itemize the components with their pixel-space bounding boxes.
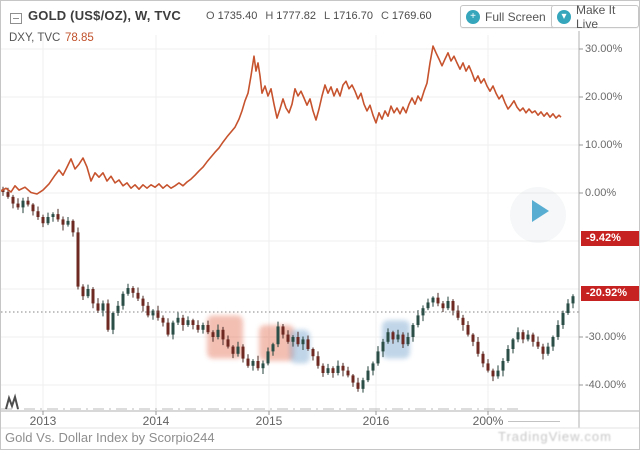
x-axis-label: 2014 xyxy=(142,414,170,428)
make-it-live-button-label: Make It Live xyxy=(576,2,616,31)
y-axis-label: 20.00% xyxy=(585,90,623,103)
time-scale[interactable] xyxy=(1,411,579,428)
play-icon xyxy=(532,200,549,222)
compare-symbol-title: DXY, TVC xyxy=(9,32,61,44)
tradingview-watermark: TradingView.com xyxy=(498,429,612,444)
x-axis-label: 2016 xyxy=(362,414,390,428)
ohlc-open-label: O xyxy=(206,10,215,22)
expand-plus-circle-icon: + xyxy=(466,9,480,24)
y-axis-label: 30.00% xyxy=(585,42,623,55)
dxy-line-series xyxy=(1,45,562,195)
ohlc-low-value: 1716.70 xyxy=(333,10,373,22)
ohlc-close-label: C xyxy=(380,10,389,22)
chart-caption: Gold Vs. Dollar Index by Scorpio244 xyxy=(5,430,215,445)
axis-artifact-line xyxy=(508,421,560,422)
ohlc-values: O 1735.40 H 1777.82 L 1716.70 C 1769.60 xyxy=(206,10,432,22)
ohlc-low-label: L xyxy=(324,10,331,22)
price-scale[interactable] xyxy=(579,33,639,411)
axis-ticks xyxy=(42,48,583,415)
gold-candlestick-series xyxy=(1,186,575,393)
y-axis-label: -30.00% xyxy=(585,330,626,343)
y-axis-label: 10.00% xyxy=(585,138,623,151)
ohlc-high-label: H xyxy=(265,10,274,22)
play-button[interactable] xyxy=(510,187,566,243)
price-badge-dxy-change: -9.42% xyxy=(581,230,639,246)
collapse-symbol-icon[interactable] xyxy=(10,13,22,24)
full-screen-button[interactable]: + Full Screen xyxy=(460,5,555,28)
x-axis-label: 2013 xyxy=(29,414,57,428)
publisher-logo-icon xyxy=(5,393,19,410)
make-it-live-button[interactable]: ▾ Make It Live xyxy=(551,2,639,31)
arrow-down-circle-icon: ▾ xyxy=(557,9,571,24)
x-axis-label: 200% xyxy=(472,414,504,428)
y-axis-label: 0.00% xyxy=(585,186,617,199)
gridlines xyxy=(1,35,579,411)
ohlc-close-value: 1769.60 xyxy=(391,10,432,22)
price-badge-gold-change: -20.92% xyxy=(581,285,639,301)
ohlc-open-value: 1735.40 xyxy=(217,10,258,22)
y-axis-label: -40.00% xyxy=(585,378,626,391)
compare-symbol-value: 78.85 xyxy=(65,32,94,44)
symbol-title: GOLD (US$/OZ), W, TVC xyxy=(28,8,181,23)
full-screen-button-label: Full Screen xyxy=(485,9,546,24)
x-axis-label: 2015 xyxy=(255,414,283,428)
ohlc-high-value: 1777.82 xyxy=(276,10,317,22)
